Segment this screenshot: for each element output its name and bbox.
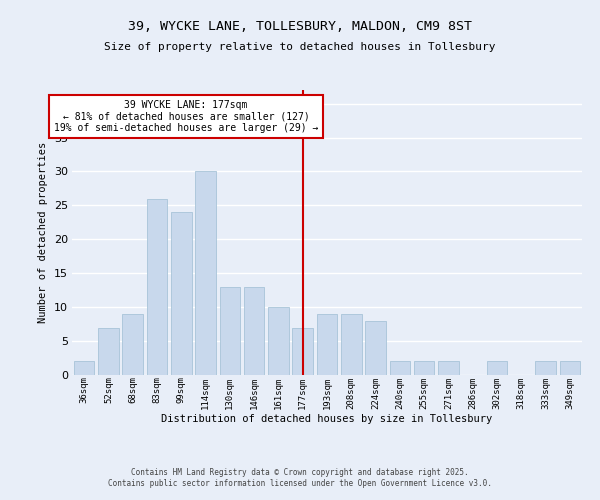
Text: 39 WYCKE LANE: 177sqm
← 81% of detached houses are smaller (127)
19% of semi-det: 39 WYCKE LANE: 177sqm ← 81% of detached …	[54, 100, 319, 134]
Text: 39, WYCKE LANE, TOLLESBURY, MALDON, CM9 8ST: 39, WYCKE LANE, TOLLESBURY, MALDON, CM9 …	[128, 20, 472, 33]
Bar	[365, 320, 386, 375]
Bar	[317, 314, 337, 375]
Bar	[244, 287, 265, 375]
Bar	[389, 362, 410, 375]
Bar	[487, 362, 508, 375]
Bar	[560, 362, 580, 375]
Bar	[171, 212, 191, 375]
Text: Contains HM Land Registry data © Crown copyright and database right 2025.
Contai: Contains HM Land Registry data © Crown c…	[108, 468, 492, 487]
Bar	[98, 328, 119, 375]
Y-axis label: Number of detached properties: Number of detached properties	[38, 142, 48, 323]
Bar	[146, 198, 167, 375]
Bar	[268, 307, 289, 375]
Bar	[74, 362, 94, 375]
Bar	[438, 362, 459, 375]
Bar	[535, 362, 556, 375]
Bar	[122, 314, 143, 375]
Bar	[220, 287, 240, 375]
X-axis label: Distribution of detached houses by size in Tollesbury: Distribution of detached houses by size …	[161, 414, 493, 424]
Bar	[195, 172, 216, 375]
Text: Size of property relative to detached houses in Tollesbury: Size of property relative to detached ho…	[104, 42, 496, 52]
Bar	[341, 314, 362, 375]
Bar	[414, 362, 434, 375]
Bar	[292, 328, 313, 375]
